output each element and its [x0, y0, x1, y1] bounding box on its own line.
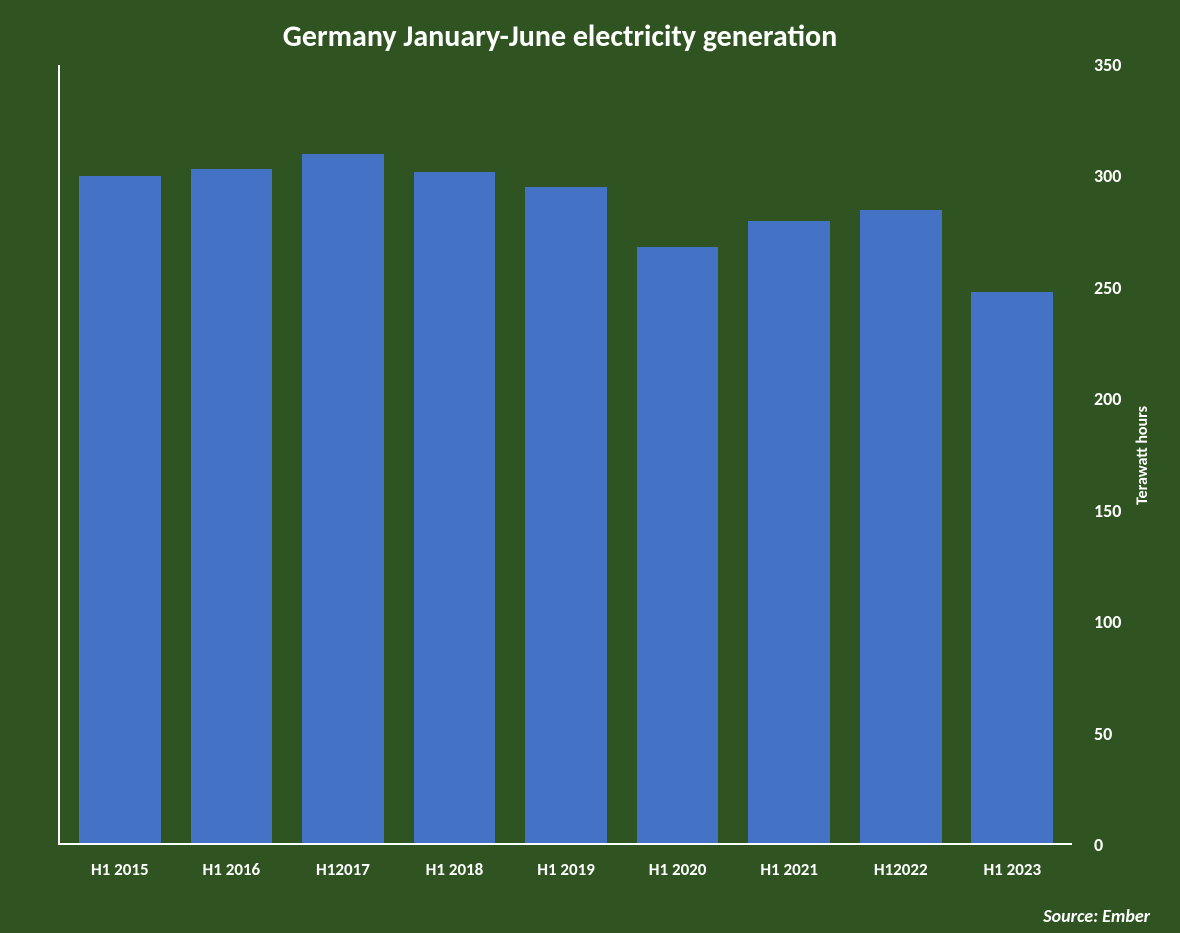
- bar: [525, 187, 607, 843]
- bar: [79, 176, 161, 843]
- x-tick-label: H1 2018: [399, 859, 511, 880]
- x-tick-label: H1 2019: [510, 859, 622, 880]
- bar-slot: [399, 65, 511, 843]
- x-tick-label: H1 2023: [957, 859, 1069, 880]
- source-label: Source: Ember: [1043, 905, 1150, 927]
- x-tick-label: H1 2021: [733, 859, 845, 880]
- bar: [191, 169, 273, 843]
- chart-title: Germany January-June electricity generat…: [30, 18, 1150, 55]
- y-tick-label: 100: [1094, 611, 1121, 633]
- y-axis-label-wrap: Terawatt hours: [1130, 65, 1154, 845]
- y-tick-label: 0: [1094, 834, 1103, 856]
- x-tick-label: H1 2020: [622, 859, 734, 880]
- bars-group: [60, 65, 1072, 843]
- bar: [414, 172, 496, 843]
- x-tick-label: H12022: [845, 859, 957, 880]
- y-tick-label: 150: [1094, 500, 1121, 522]
- x-tick-label: H12017: [287, 859, 399, 880]
- x-tick-label: H1 2016: [176, 859, 288, 880]
- bar: [748, 221, 830, 843]
- bar: [302, 154, 384, 843]
- y-tick-label: 350: [1094, 54, 1121, 76]
- bar-slot: [622, 65, 734, 843]
- x-tick-label: H1 2015: [64, 859, 176, 880]
- bar: [637, 247, 719, 843]
- plot-row: 050100150200250300350 Terawatt hours: [30, 65, 1150, 845]
- x-axis: H1 2015H1 2016H12017H1 2018H1 2019H1 202…: [60, 845, 1072, 880]
- bar-slot: [733, 65, 845, 843]
- y-tick-label: 250: [1094, 277, 1121, 299]
- y-axis: 050100150200250300350 Terawatt hours: [1080, 65, 1150, 845]
- bar-slot: [176, 65, 288, 843]
- bar-slot: [287, 65, 399, 843]
- bar-slot: [64, 65, 176, 843]
- bar-slot: [845, 65, 957, 843]
- bar-slot: [510, 65, 622, 843]
- bar: [860, 210, 942, 844]
- y-tick-label: 300: [1094, 165, 1121, 187]
- y-tick-label: 50: [1094, 723, 1112, 745]
- bar: [971, 292, 1053, 843]
- y-axis-label: Terawatt hours: [1133, 406, 1152, 505]
- y-tick-label: 200: [1094, 388, 1121, 410]
- chart-container: Germany January-June electricity generat…: [0, 0, 1180, 933]
- plot-area: [58, 65, 1072, 845]
- bar-slot: [957, 65, 1069, 843]
